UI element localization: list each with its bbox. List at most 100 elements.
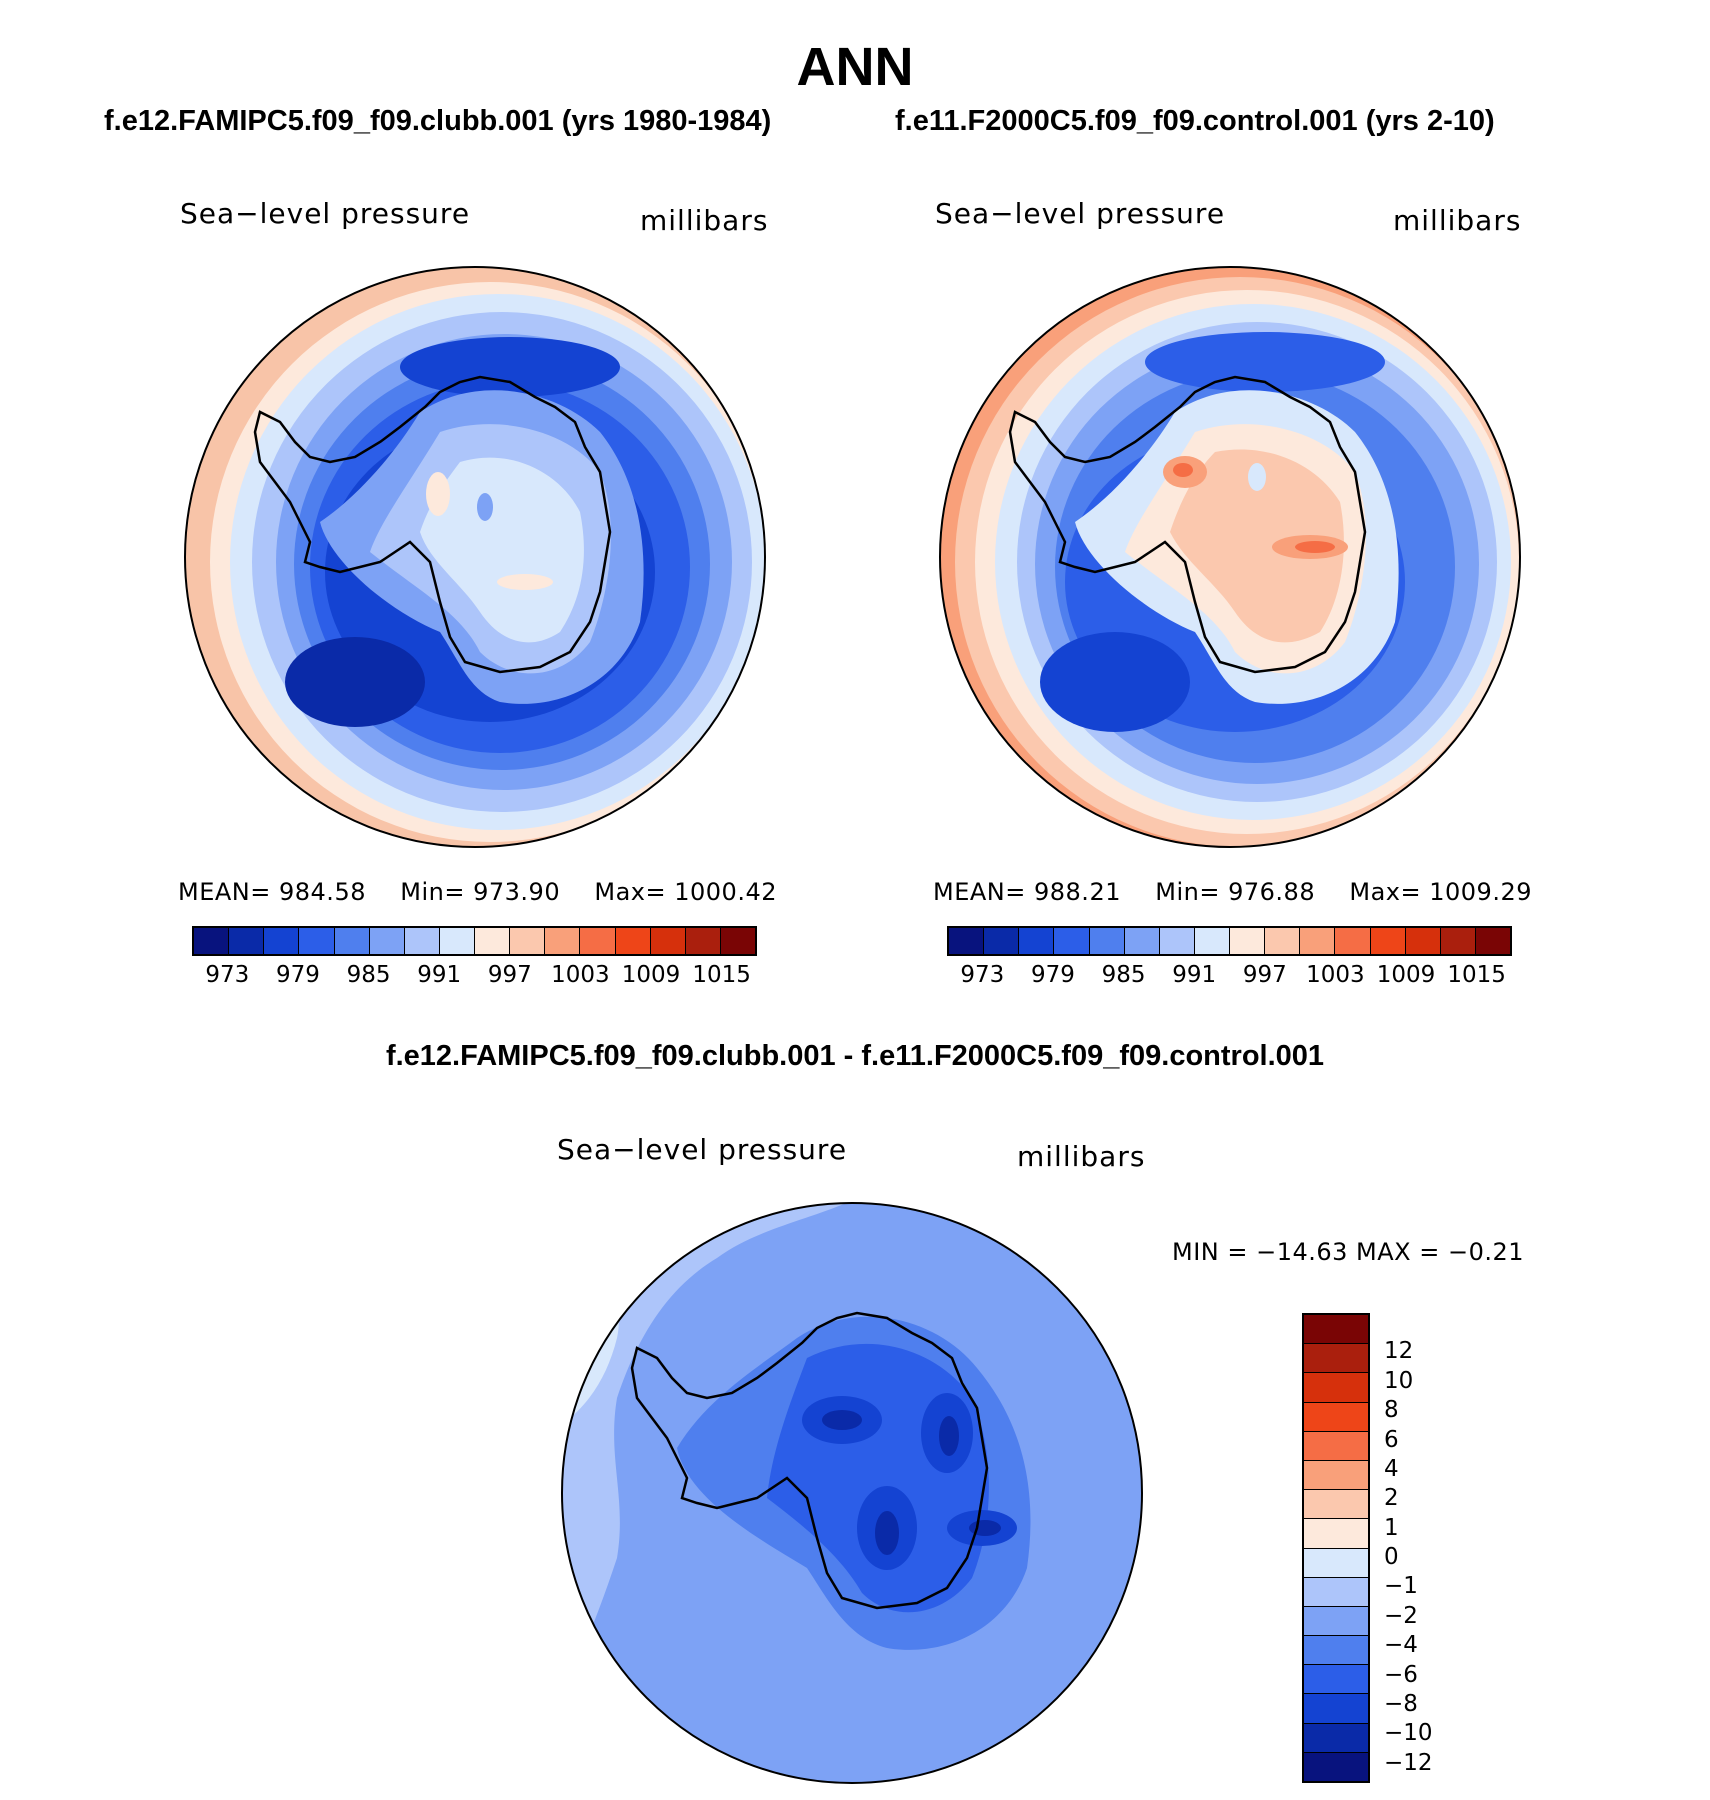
panel-1-colorbar-swatch	[649, 928, 685, 954]
panel-2-min-label: Min=	[1155, 878, 1220, 906]
panel-1-colorbar-tick-label: 1003	[551, 962, 610, 988]
difference-colorbar-tick-label: −2	[1384, 1602, 1418, 1629]
panel-3-map	[561, 1202, 1143, 1784]
panel-2-colorbar-swatch	[949, 928, 984, 954]
difference-colorbar-ticks: 12 10 8 6 4 2 1 0 −1 −2 −4 −6 −8 −10 −12	[1384, 1313, 1464, 1783]
panel-2-map	[939, 266, 1521, 848]
panel-2-colorbar-tick-label: 985	[1101, 962, 1146, 988]
continent-low-patch	[477, 493, 493, 521]
panel-1-colorbar-swatch	[403, 928, 439, 954]
difference-colorbar-swatch	[1304, 1518, 1368, 1548]
panel-2-colorbar-swatch	[1053, 928, 1089, 954]
panel-3-minmax: MIN = −14.63 MAX = −0.21	[1172, 1238, 1525, 1266]
map-diff-low-2-core	[939, 1416, 959, 1456]
difference-colorbar-swatch	[1304, 1315, 1368, 1344]
antarctica-coastline	[630, 1311, 989, 1610]
difference-colorbar-swatch	[1304, 1664, 1368, 1694]
panel-2-colorbar	[947, 926, 1512, 956]
panel-1-colorbar-swatch	[438, 928, 474, 954]
difference-colorbar-tick-label: 1	[1384, 1514, 1399, 1541]
panel-1-colorbar-swatch	[684, 928, 720, 954]
difference-colorbar-tick-label: −6	[1384, 1661, 1418, 1688]
panel-1-colorbar-tick-label: 1015	[692, 962, 751, 988]
continent-warm-core-2	[1173, 463, 1193, 477]
panel-1-colorbar-tick-label: 985	[346, 962, 391, 988]
difference-colorbar-swatch	[1304, 1401, 1368, 1431]
difference-colorbar-swatch	[1304, 1459, 1368, 1490]
panel-1-colorbar-swatch	[719, 928, 755, 954]
panel-2-mean-value: 988.21	[1034, 878, 1121, 906]
map-border	[561, 1202, 1143, 1784]
difference-colorbar-swatch	[1304, 1693, 1368, 1723]
panel-2-max-label: Max=	[1349, 878, 1422, 906]
map-low-center	[285, 637, 425, 727]
continent-fill-inner	[420, 457, 584, 643]
panel-1-variable-label: Sea−level pressure	[180, 197, 471, 230]
panel-1-colorbar-swatch	[509, 928, 545, 954]
map-diff-low-4-core	[969, 1520, 1001, 1536]
panel-3-variable-label: Sea−level pressure	[557, 1133, 848, 1166]
continent-fill-inner	[1170, 449, 1344, 643]
panel-2-max-value: 1009.29	[1429, 878, 1532, 906]
difference-colorbar-tick-label: −10	[1384, 1720, 1433, 1747]
difference-colorbar-swatch	[1304, 1635, 1368, 1665]
panel-1-mean-label: MEAN=	[178, 878, 271, 906]
panel-1-min-label: Min=	[400, 878, 465, 906]
panel-2-colorbar-swatch	[983, 928, 1019, 954]
difference-colorbar-swatch	[1304, 1751, 1368, 1781]
panel-2-colorbar-tick-label: 1009	[1376, 962, 1436, 988]
map-low-center	[1040, 632, 1190, 732]
panel-1-map	[184, 266, 766, 848]
panel-2-colorbar-tick-label: 1003	[1306, 962, 1365, 988]
panel-1-colorbar-tick-label: 979	[275, 962, 320, 988]
panel-2-colorbar-swatch	[1474, 928, 1510, 954]
panel-1-max-value: 1000.42	[674, 878, 777, 906]
panel-2-colorbar-swatch	[1229, 928, 1265, 954]
panel-2-colorbar-tick-label: 973	[960, 962, 1005, 988]
panel-2-colorbar-swatch	[1193, 928, 1229, 954]
difference-colorbar-swatch	[1304, 1547, 1368, 1577]
panel-3-units-label: millibars	[1017, 1140, 1146, 1173]
panel-1-max-label: Max=	[594, 878, 667, 906]
panel-2-colorbar-swatch	[1404, 928, 1440, 954]
continent-warm-core	[1295, 541, 1335, 553]
panel-1-colorbar-tick-label: 997	[487, 962, 532, 988]
map-border	[939, 266, 1521, 848]
map-diff-low-1-core	[822, 1410, 862, 1430]
panel-2-min-value: 976.88	[1228, 878, 1316, 906]
panel-1-colorbar-swatch	[228, 928, 264, 954]
panel-2-colorbar-swatch	[1088, 928, 1124, 954]
difference-colorbar-swatch	[1304, 1722, 1368, 1752]
difference-colorbar-tick-label: 12	[1384, 1338, 1414, 1365]
panel-1-colorbar-swatch	[298, 928, 334, 954]
difference-colorbar-swatch	[1304, 1489, 1368, 1519]
panel-1-min-value: 973.90	[473, 878, 561, 906]
difference-colorbar-tick-label: 6	[1384, 1426, 1399, 1453]
panel-1-case-title: f.e12.FAMIPC5.f09_f09.clubb.001 (yrs 198…	[104, 105, 772, 137]
panel-1-stats: MEAN= 984.58 Min= 973.90 Max= 1000.42	[178, 878, 777, 906]
panel-2-variable-label: Sea−level pressure	[935, 197, 1226, 230]
map-upper-low	[1145, 332, 1385, 392]
map-diff-low-3-core	[875, 1511, 899, 1555]
difference-colorbar-swatch	[1304, 1430, 1368, 1460]
difference-colorbar	[1302, 1313, 1370, 1783]
panel-2-colorbar-ticks: 973 979 985 991 997 1003 1009 1015	[947, 962, 1512, 992]
panel-2-mean-label: MEAN=	[933, 878, 1026, 906]
panel-2-colorbar-tick-label: 979	[1030, 962, 1075, 988]
panel-2-colorbar-swatch	[1018, 928, 1054, 954]
panel-2-colorbar-swatch	[1369, 928, 1405, 954]
panel-1-colorbar-swatch	[474, 928, 510, 954]
difference-colorbar-tick-label: −8	[1384, 1690, 1418, 1717]
panel-2-colorbar-swatch	[1439, 928, 1475, 954]
antarctica-coastline	[253, 375, 612, 674]
continent-cool-patch	[1248, 463, 1266, 491]
panel-1-colorbar-tick-label: 973	[205, 962, 250, 988]
difference-colorbar-tick-label: −1	[1384, 1573, 1418, 1600]
panel-2-colorbar-tick-label: 997	[1242, 962, 1287, 988]
difference-colorbar-tick-label: 10	[1384, 1367, 1414, 1394]
continent-warm-patch-2	[497, 574, 553, 590]
panel-1-colorbar-swatch	[579, 928, 615, 954]
panel-1-units-label: millibars	[640, 204, 769, 237]
map-border	[184, 266, 766, 848]
panel-1-colorbar-swatch	[368, 928, 404, 954]
